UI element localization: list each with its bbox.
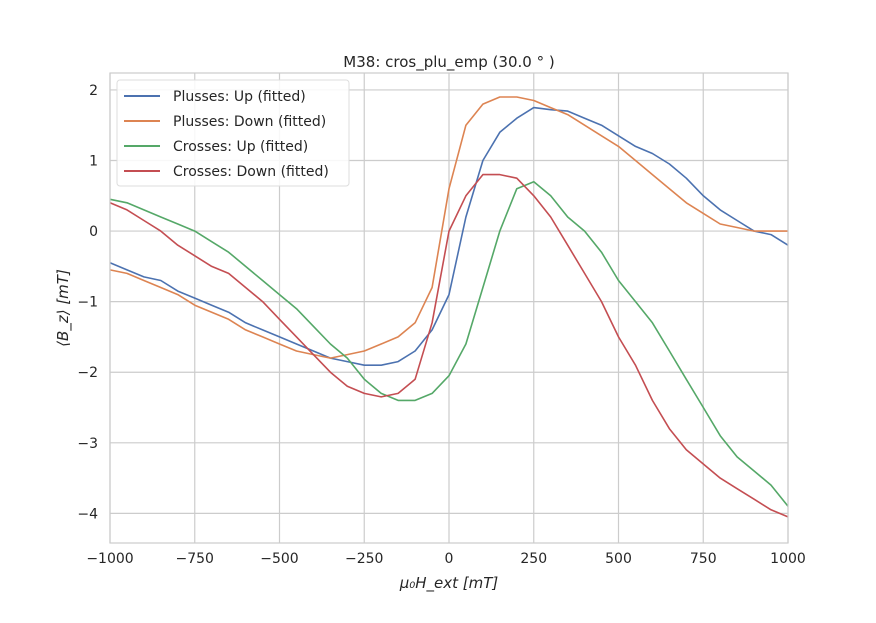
series-line-0 (109, 106, 789, 367)
legend-label: Plusses: Up (fitted) (173, 89, 306, 105)
y-tick-labels: −4 −3 −2 −1 0 1 2 (77, 83, 98, 522)
x-tick-labels: −1000 −750 −500 −250 0 250 500 750 1000 (86, 551, 806, 567)
legend-box (116, 79, 350, 187)
x-tick-label: 750 (690, 551, 717, 567)
y-tick-label: 2 (89, 83, 98, 99)
x-axis-label: μ₀H_ext [mT] (399, 574, 499, 593)
x-tick-label: −750 (176, 551, 214, 567)
y-tick-label: −4 (77, 506, 98, 522)
y-tick-label: −1 (77, 295, 98, 311)
plot-frame (109, 72, 789, 544)
series-line-1 (109, 96, 788, 359)
legend: Plusses: Up (fitted) Plusses: Down (fitte… (116, 79, 350, 187)
x-tick-label: 250 (520, 551, 547, 567)
x-tick-label: −500 (260, 551, 298, 567)
x-tick-label: −1000 (86, 551, 133, 567)
legend-label: Plusses: Down (fitted) (173, 114, 326, 130)
y-tick-label: −2 (77, 365, 98, 381)
x-tick-label: 500 (605, 551, 632, 567)
series-line-2 (109, 180, 789, 507)
y-tick-label: −3 (77, 436, 98, 452)
y-tick-label: 1 (89, 154, 98, 170)
legend-label: Crosses: Down (fitted) (173, 164, 329, 180)
legend-label: Crosses: Up (fitted) (173, 139, 308, 155)
y-tick-label: 0 (89, 224, 98, 240)
series-lines (109, 96, 789, 518)
x-tick-label: 0 (445, 551, 454, 567)
x-tick-label: 1000 (770, 551, 806, 567)
x-tick-label: −250 (345, 551, 383, 567)
series-line-3 (109, 173, 789, 518)
chart-title: M38: cros_plu_emp (30.0 ° ) (343, 53, 554, 72)
y-axis-label: ⟨B_z⟩ [mT] (54, 269, 73, 347)
